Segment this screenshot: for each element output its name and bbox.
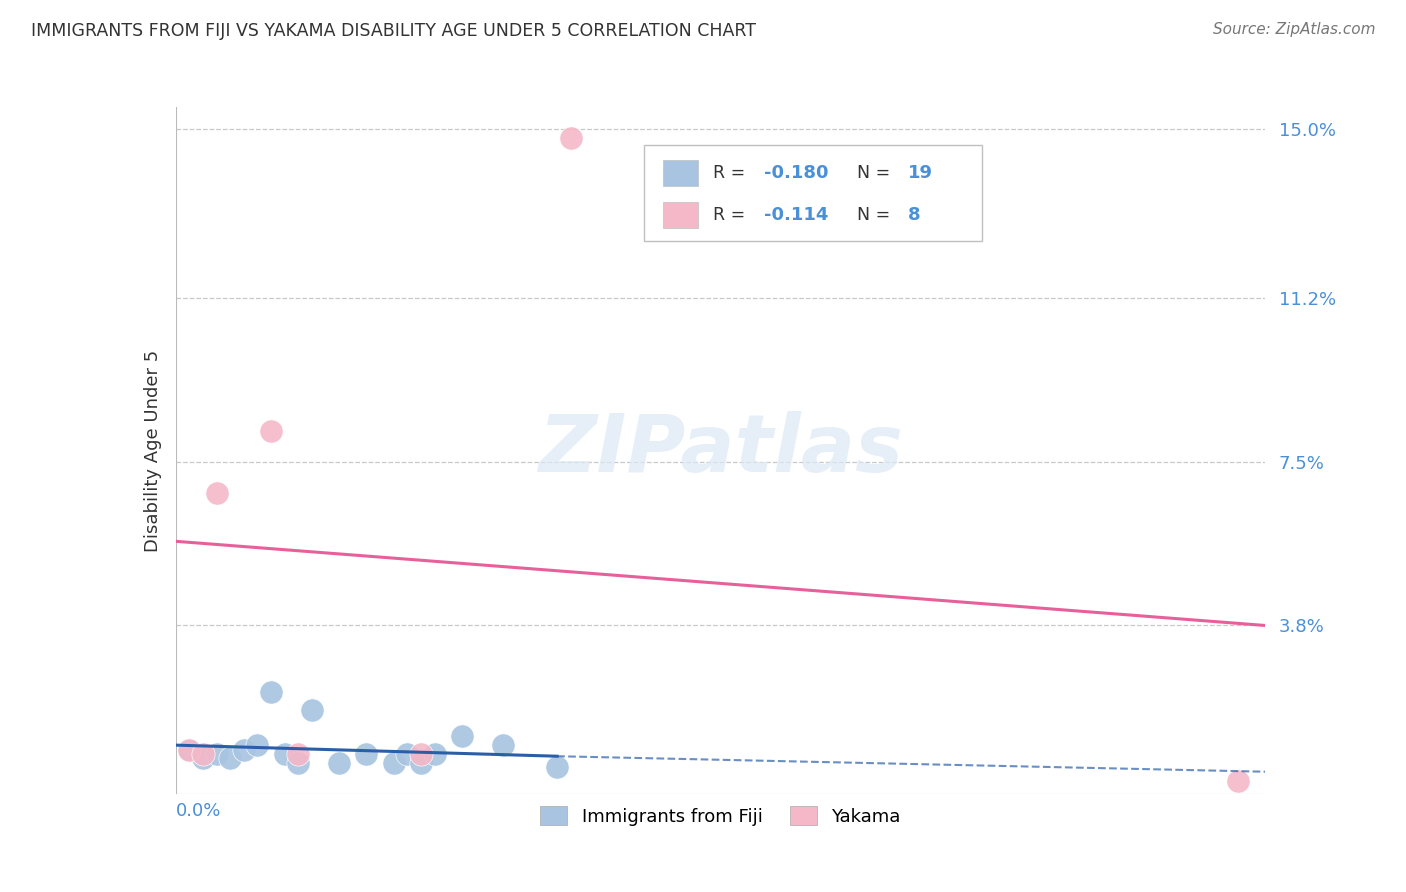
Text: N =: N = xyxy=(856,164,896,182)
Point xyxy=(274,747,297,761)
Point xyxy=(179,742,201,756)
Point xyxy=(260,424,283,438)
Point xyxy=(232,742,254,756)
Text: R =: R = xyxy=(713,206,751,224)
Text: N =: N = xyxy=(856,206,896,224)
Point xyxy=(191,747,214,761)
Point xyxy=(219,751,242,765)
Bar xyxy=(662,161,697,186)
Bar xyxy=(662,202,697,228)
Point xyxy=(260,685,283,699)
Point xyxy=(287,747,309,761)
Point xyxy=(246,738,269,752)
Point xyxy=(301,703,323,717)
Y-axis label: Disability Age Under 5: Disability Age Under 5 xyxy=(143,350,162,551)
Point xyxy=(328,756,350,770)
Point xyxy=(205,485,228,500)
Point xyxy=(191,751,214,765)
Legend: Immigrants from Fiji, Yakama: Immigrants from Fiji, Yakama xyxy=(533,799,908,833)
Text: 8: 8 xyxy=(908,206,921,224)
Point xyxy=(546,760,568,774)
Point xyxy=(1227,773,1250,788)
Point xyxy=(356,747,378,761)
Point xyxy=(287,756,309,770)
Text: IMMIGRANTS FROM FIJI VS YAKAMA DISABILITY AGE UNDER 5 CORRELATION CHART: IMMIGRANTS FROM FIJI VS YAKAMA DISABILIT… xyxy=(31,22,756,40)
Text: 19: 19 xyxy=(908,164,934,182)
Point xyxy=(396,747,419,761)
Point xyxy=(560,131,582,145)
Point xyxy=(423,747,446,761)
Point xyxy=(492,738,515,752)
Point xyxy=(205,747,228,761)
Text: ZIPatlas: ZIPatlas xyxy=(538,411,903,490)
FancyBboxPatch shape xyxy=(644,145,981,241)
Point xyxy=(409,756,432,770)
Text: R =: R = xyxy=(713,164,751,182)
Text: -0.114: -0.114 xyxy=(765,206,828,224)
Text: 0.0%: 0.0% xyxy=(176,802,221,820)
Point xyxy=(382,756,405,770)
Point xyxy=(450,729,472,743)
Text: Source: ZipAtlas.com: Source: ZipAtlas.com xyxy=(1212,22,1375,37)
Point xyxy=(179,742,201,756)
Point xyxy=(409,747,432,761)
Text: -0.180: -0.180 xyxy=(765,164,828,182)
